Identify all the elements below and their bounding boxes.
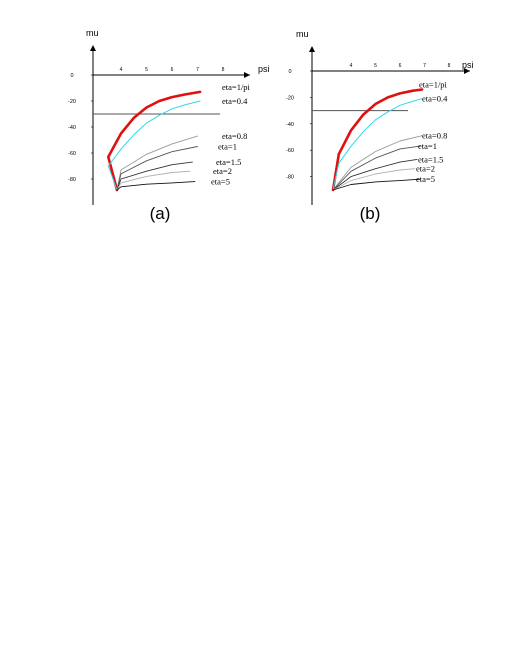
- y-tick-label: -20: [286, 95, 294, 101]
- panel-a: psi mu 4 5 6 7 8 0 -20 -40 -60 -80 eta=1/pi eta=0.4 et…: [68, 28, 269, 223]
- series-label: eta=5: [211, 177, 230, 187]
- y-axis-arrow: [309, 46, 315, 52]
- y-tick-label: -60: [286, 148, 294, 154]
- x-tick-label: 8: [448, 63, 451, 69]
- series-line-eta=1/pi: [107, 90, 202, 192]
- y-tick-label: 0: [288, 69, 291, 75]
- panel-b: psi mu 4 5 6 7 8 0 -20 -40 -60 -80 eta=1/pi eta=0.4 et…: [286, 29, 473, 223]
- series-label: eta=1: [418, 141, 437, 151]
- series-label: eta=1/pi: [222, 82, 251, 92]
- series-line-eta=0.4: [332, 98, 423, 191]
- y-axis-label: mu: [86, 28, 99, 38]
- series-label: eta=5: [416, 174, 435, 184]
- series-line-eta=5: [332, 178, 421, 191]
- x-axis-arrow: [464, 68, 470, 74]
- series-line-eta=2: [332, 168, 416, 191]
- series-label: eta=0.4: [422, 94, 448, 104]
- y-tick-label: -20: [68, 99, 76, 105]
- y-tick-label: -80: [68, 177, 76, 183]
- series-label: eta=2: [213, 166, 232, 176]
- series-line-eta=1: [116, 146, 198, 191]
- series-line-eta=1.5: [332, 158, 418, 191]
- series-label: eta=1: [218, 142, 237, 152]
- series-label: eta=1/pi: [419, 79, 448, 89]
- x-tick-label: 4: [350, 63, 353, 69]
- y-tick-label: 0: [70, 73, 73, 79]
- y-tick-label: -40: [286, 122, 294, 128]
- x-tick-label: 6: [171, 67, 174, 73]
- y-axis-arrow: [90, 45, 96, 51]
- x-axis-label: psi: [258, 64, 270, 74]
- series-line-eta=2: [116, 170, 191, 191]
- y-tick-label: -80: [286, 175, 294, 181]
- panel-caption: (b): [360, 204, 381, 223]
- series-label: eta=0.8: [422, 131, 447, 141]
- x-tick-label: 8: [222, 67, 225, 73]
- x-tick-label: 7: [196, 67, 199, 73]
- series-line-eta=1/pi: [331, 88, 424, 192]
- x-tick-label: 7: [423, 63, 426, 69]
- x-tick-label: 5: [374, 63, 377, 69]
- y-tick-label: -60: [68, 151, 76, 157]
- series-label: eta=1.5: [216, 157, 241, 167]
- x-tick-label: 4: [120, 67, 123, 73]
- panel-caption: (a): [150, 204, 171, 223]
- series-line-eta=0.8: [116, 135, 198, 191]
- series-label: eta=2: [416, 164, 435, 174]
- series-line-eta=5: [116, 181, 196, 191]
- series-line-eta=0.4: [107, 100, 201, 191]
- series-line-eta=1.5: [116, 161, 193, 191]
- x-axis-arrow: [244, 72, 250, 78]
- y-axis-label: mu: [296, 29, 309, 39]
- x-axis-label: psi: [462, 60, 474, 70]
- series-line-eta=1: [332, 145, 421, 191]
- series-label: eta=1.5: [418, 154, 443, 164]
- x-tick-label: 5: [145, 67, 148, 73]
- series-label: eta=0.4: [222, 96, 248, 106]
- series-line-eta=0.8: [332, 135, 423, 191]
- x-tick-label: 6: [399, 63, 402, 69]
- y-tick-label: -40: [68, 125, 76, 131]
- series-label: eta=0.8: [222, 131, 247, 141]
